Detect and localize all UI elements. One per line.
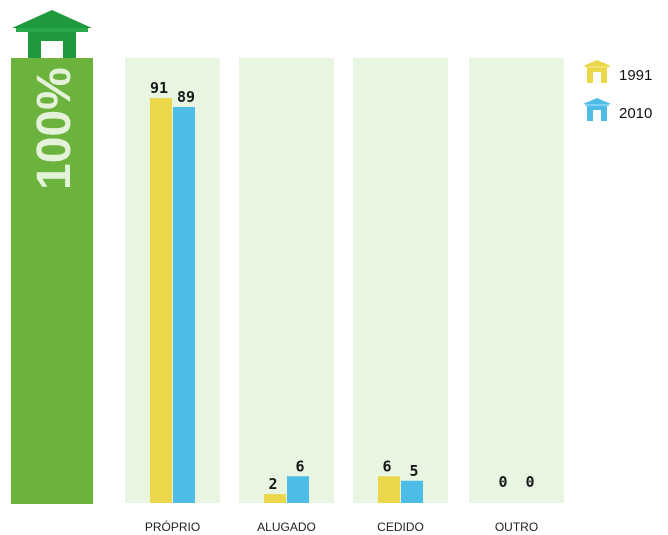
value-label: 6 <box>382 457 391 475</box>
category-column <box>239 58 334 503</box>
bar-1991 <box>150 98 172 504</box>
value-label: 91 <box>150 79 168 97</box>
house-icon <box>583 60 611 83</box>
house-icon <box>583 98 611 121</box>
category-label: PRÓPRIO <box>145 519 200 534</box>
bar-1991 <box>264 494 286 503</box>
legend-item-1991: 1991 <box>583 60 652 84</box>
reference-bar-group: 100% <box>11 58 93 504</box>
bar-1991 <box>378 476 400 503</box>
bar-2010 <box>173 106 195 503</box>
category-labels: PRÓPRIO ALUGADO CEDIDO OUTRO <box>145 519 538 534</box>
category-label: ALUGADO <box>257 520 316 534</box>
value-label: 5 <box>409 462 418 480</box>
reference-bar-label: 100% <box>28 67 81 190</box>
bar-2010 <box>401 480 423 503</box>
category-column <box>353 58 448 503</box>
value-label: 0 <box>498 473 507 491</box>
value-label: 0 <box>525 473 534 491</box>
house-icon <box>12 10 92 58</box>
category-columns <box>125 58 564 503</box>
value-label: 2 <box>268 475 277 493</box>
category-label: CEDIDO <box>377 520 424 534</box>
legend: 1991 2010 <box>583 60 652 122</box>
category-column <box>469 58 564 503</box>
bars <box>150 98 423 504</box>
category-label: OUTRO <box>495 520 538 534</box>
value-label: 89 <box>177 88 195 106</box>
reference-bar <box>11 58 93 504</box>
legend-item-2010: 2010 <box>583 98 652 122</box>
category-column <box>125 58 220 503</box>
bar-2010 <box>287 476 309 503</box>
value-label: 6 <box>295 457 304 475</box>
legend-label: 1991 <box>619 67 652 84</box>
legend-label: 2010 <box>619 105 652 122</box>
